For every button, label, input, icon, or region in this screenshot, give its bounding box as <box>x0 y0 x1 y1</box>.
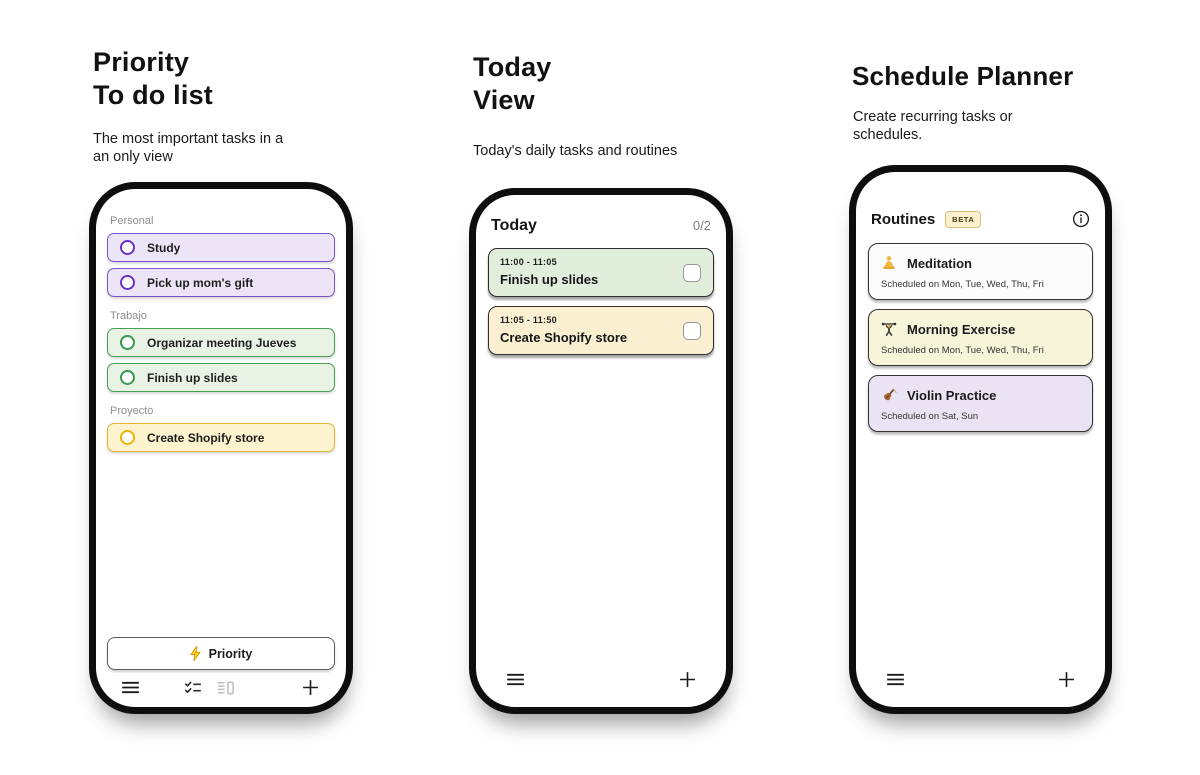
menu-icon[interactable] <box>886 673 905 686</box>
menu-icon[interactable] <box>121 681 140 694</box>
checkbox-icon[interactable] <box>683 321 701 340</box>
today-screen-title: Today <box>491 217 537 234</box>
today-screen: Today 0/2 11:00 - 11:05 Finish up slides… <box>476 195 726 707</box>
task-counter: 0/2 <box>692 218 711 233</box>
today-heading: Today View <box>473 51 552 117</box>
task-title: Finish up slides <box>147 370 238 385</box>
bottom-toolbar <box>107 679 335 696</box>
routines-screen: Routines BETA Meditation Scheduled on Mo… <box>856 172 1105 707</box>
radio-circle-icon[interactable] <box>120 240 135 255</box>
task-title: Study <box>147 240 181 255</box>
section-label-personal: Personal <box>110 215 154 227</box>
phone-routines-mockup: Routines BETA Meditation Scheduled on Mo… <box>849 165 1112 714</box>
plus-icon[interactable] <box>1058 671 1075 688</box>
task-title: Create Shopify store <box>147 430 265 445</box>
routine-card-morning-exercise[interactable]: Morning Exercise Scheduled on Mon, Tue, … <box>868 309 1093 366</box>
task-card-finish-slides[interactable]: Finish up slides <box>107 363 335 392</box>
schedule-subheading: Create recurring tasks or schedules. <box>853 108 1013 144</box>
routine-schedule: Scheduled on Mon, Tue, Wed, Thu, Fri <box>881 279 1044 290</box>
menu-icon[interactable] <box>506 673 525 686</box>
radio-circle-icon[interactable] <box>120 275 135 290</box>
priority-filter-button[interactable]: Priority <box>107 637 335 670</box>
task-time-range: 11:00 - 11:05 <box>500 257 557 267</box>
routine-title: Violin Practice <box>907 387 997 403</box>
radio-circle-icon[interactable] <box>120 430 135 445</box>
schedule-heading-text: Schedule Planner <box>852 61 1074 91</box>
today-screen-header: Today 0/2 <box>491 217 711 235</box>
info-icon[interactable] <box>1072 210 1090 228</box>
task-card-organizar-meeting[interactable]: Organizar meeting Jueves <box>107 328 335 357</box>
plus-icon[interactable] <box>679 671 696 688</box>
task-time-range: 11:05 - 11:50 <box>500 315 557 325</box>
schedule-heading: Schedule Planner <box>852 60 1073 93</box>
routine-card-header: Violin Practice <box>881 387 1080 403</box>
task-title: Finish up slides <box>500 272 599 287</box>
today-heading-text: Today View <box>473 51 552 117</box>
checkbox-icon[interactable] <box>683 263 701 282</box>
priority-heading-line2: To do list <box>93 80 213 110</box>
bottom-toolbar <box>868 671 1093 694</box>
priority-heading-line1: Priority <box>93 47 190 77</box>
radio-circle-icon[interactable] <box>120 335 135 350</box>
routine-card-header: Morning Exercise <box>881 321 1080 337</box>
routine-card-header: Meditation <box>881 255 1080 271</box>
today-heading-line2: View <box>473 85 535 115</box>
meditation-emoji-icon <box>881 255 897 271</box>
schedule-subheading-line1: Create recurring tasks or <box>853 109 1013 125</box>
task-title: Pick up mom's gift <box>147 275 254 290</box>
priority-screen: Personal Study Pick up mom's gift Trabaj… <box>96 189 346 707</box>
section-label-trabajo: Trabajo <box>110 310 147 322</box>
task-card-study[interactable]: Study <box>107 233 335 262</box>
schedule-subheading-line2: schedules. <box>853 127 923 143</box>
lightning-icon <box>189 646 201 661</box>
plus-icon[interactable] <box>302 679 319 696</box>
phone-priority-mockup: Personal Study Pick up mom's gift Trabaj… <box>89 182 353 714</box>
checklist-icon[interactable] <box>184 681 202 694</box>
routine-title: Morning Exercise <box>907 321 1016 337</box>
priority-subheading: The most important tasks in a an only vi… <box>93 130 283 166</box>
phone-today-mockup: Today 0/2 11:00 - 11:05 Finish up slides… <box>469 188 733 714</box>
priority-heading-text: Priority To do list <box>93 46 213 112</box>
radio-circle-icon[interactable] <box>120 370 135 385</box>
today-heading-line1: Today <box>473 52 552 82</box>
violin-emoji-icon <box>881 387 897 403</box>
today-task-shopify-store[interactable]: 11:05 - 11:50 Create Shopify store <box>488 306 714 355</box>
exercise-emoji-icon <box>881 321 897 337</box>
today-subheading-line1: Today's daily tasks and routines <box>473 143 678 159</box>
priority-subheading-line1: The most important tasks in a <box>93 131 284 147</box>
today-subheading: Today's daily tasks and routines <box>473 142 677 160</box>
beta-badge: BETA <box>945 210 982 228</box>
bottom-toolbar <box>488 671 714 694</box>
routine-schedule: Scheduled on Sat, Sun <box>881 411 979 422</box>
priority-subheading-line2: an only view <box>93 149 173 165</box>
routine-card-violin-practice[interactable]: Violin Practice Scheduled on Sat, Sun <box>868 375 1093 432</box>
section-label-proyecto: Proyecto <box>110 405 154 417</box>
board-icon[interactable] <box>217 681 234 695</box>
task-title: Create Shopify store <box>500 330 628 345</box>
task-title: Organizar meeting Jueves <box>147 335 297 350</box>
task-card-moms-gift[interactable]: Pick up mom's gift <box>107 268 335 297</box>
task-card-shopify-store[interactable]: Create Shopify store <box>107 423 335 452</box>
routines-screen-header: Routines BETA <box>871 210 1090 228</box>
today-task-finish-slides[interactable]: 11:00 - 11:05 Finish up slides <box>488 248 714 297</box>
routines-screen-title: Routines <box>871 210 936 228</box>
routine-title: Meditation <box>907 255 972 271</box>
priority-button-label: Priority <box>208 646 253 661</box>
priority-heading: Priority To do list <box>93 46 213 112</box>
routine-schedule: Scheduled on Mon, Tue, Wed, Thu, Fri <box>881 345 1044 356</box>
routine-card-meditation[interactable]: Meditation Scheduled on Mon, Tue, Wed, T… <box>868 243 1093 300</box>
